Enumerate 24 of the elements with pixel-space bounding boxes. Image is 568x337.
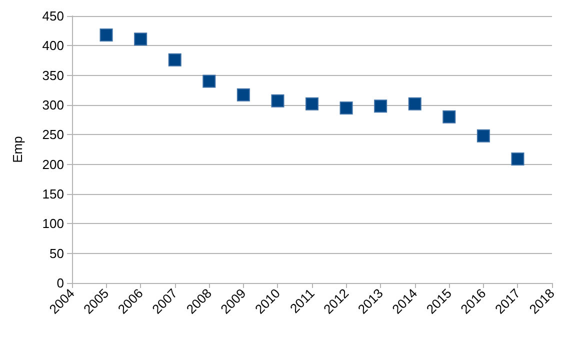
point: [100, 28, 113, 42]
y-tick-label: 0: [56, 276, 64, 290]
y-tick-label: 350: [42, 68, 64, 83]
y-tick-label: 150: [42, 186, 64, 202]
y-tick-label: 250: [42, 127, 64, 142]
y-tick-label: 100: [42, 216, 64, 232]
point: [134, 32, 148, 46]
point: [408, 97, 422, 110]
point: [168, 53, 182, 66]
point: [340, 101, 353, 114]
point: [442, 110, 456, 124]
y-tick-label: 200: [42, 156, 64, 172]
point: [236, 88, 250, 102]
y-tick-label: 450: [42, 8, 64, 24]
y-tick-label: 400: [42, 38, 64, 54]
y-tick-label: 50: [50, 246, 64, 261]
point: [202, 74, 216, 88]
point: [306, 97, 318, 110]
point: [374, 100, 388, 113]
y-tick-label: 300: [42, 98, 64, 112]
point: [511, 152, 524, 166]
y-axis-title: Emp: [10, 136, 25, 163]
point: [271, 94, 284, 108]
point: [476, 129, 490, 142]
